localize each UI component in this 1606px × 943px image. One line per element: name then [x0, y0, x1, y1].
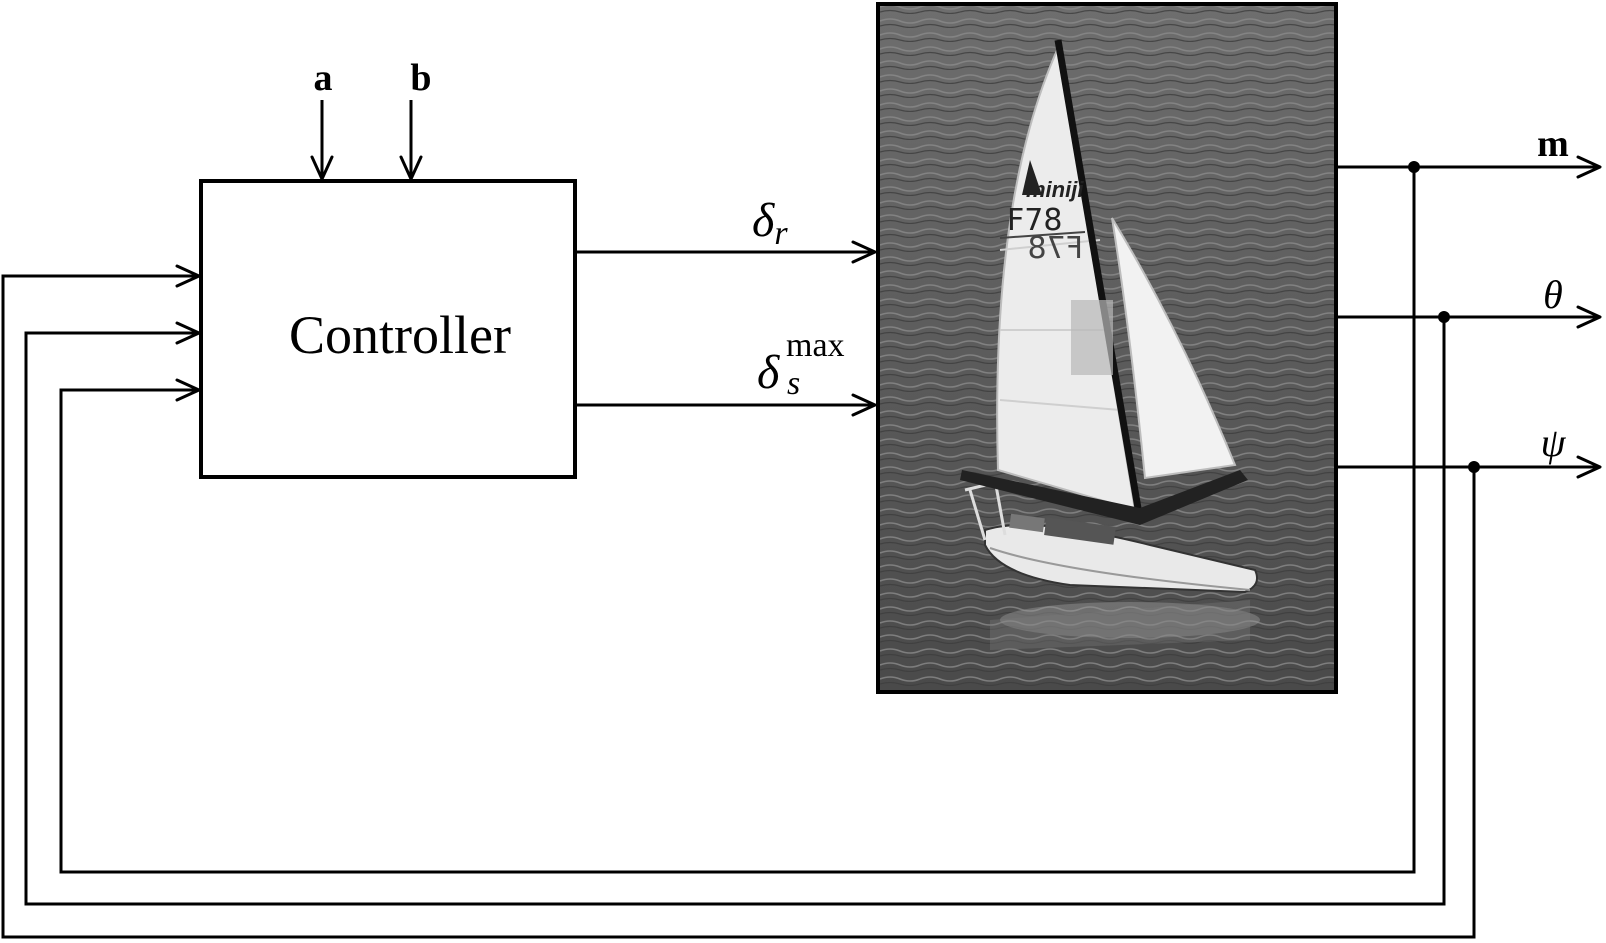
- rudder-signal-label: δr: [752, 194, 788, 252]
- output-psi-label: ψ: [1541, 420, 1567, 465]
- input-b-arrow: [399, 100, 423, 181]
- sail-number: F78: [1007, 203, 1062, 238]
- sail-superscript: max: [786, 327, 845, 364]
- feedback-m-line: [59, 167, 1416, 874]
- sail-signal-arrow: [575, 393, 877, 417]
- rudder-signal-arrow: [575, 240, 877, 264]
- input-a-label: a: [314, 57, 333, 99]
- input-a-arrow: [310, 100, 334, 181]
- sail-signal-label: δ: [757, 346, 780, 399]
- feedback-theta-line: [24, 317, 1446, 906]
- output-theta-label: θ: [1543, 272, 1563, 317]
- feedback-psi-line: [1, 264, 1476, 939]
- photo-frame: [876, 2, 1338, 694]
- sail-subscript: s: [787, 365, 800, 402]
- brand-logo-text: miniji: [1026, 177, 1084, 202]
- rudder-delta: δ: [752, 194, 775, 247]
- input-b-label: b: [410, 57, 431, 99]
- output-m-label: m: [1537, 123, 1569, 165]
- controller-label: Controller: [289, 305, 511, 365]
- sail-delta: δ: [757, 346, 780, 399]
- controller-block: [199, 179, 577, 479]
- output-psi-arrow: [1336, 455, 1602, 479]
- mast: [1054, 39, 1144, 521]
- sail-number-mirrored: F78: [1028, 231, 1083, 266]
- rudder-subscript: r: [774, 215, 788, 252]
- output-m-arrow: [1336, 155, 1602, 179]
- sail-logo: miniji: [1022, 160, 1084, 202]
- jib: [1111, 217, 1237, 480]
- sailboat-photo: miniji F78 F78: [876, 2, 1338, 694]
